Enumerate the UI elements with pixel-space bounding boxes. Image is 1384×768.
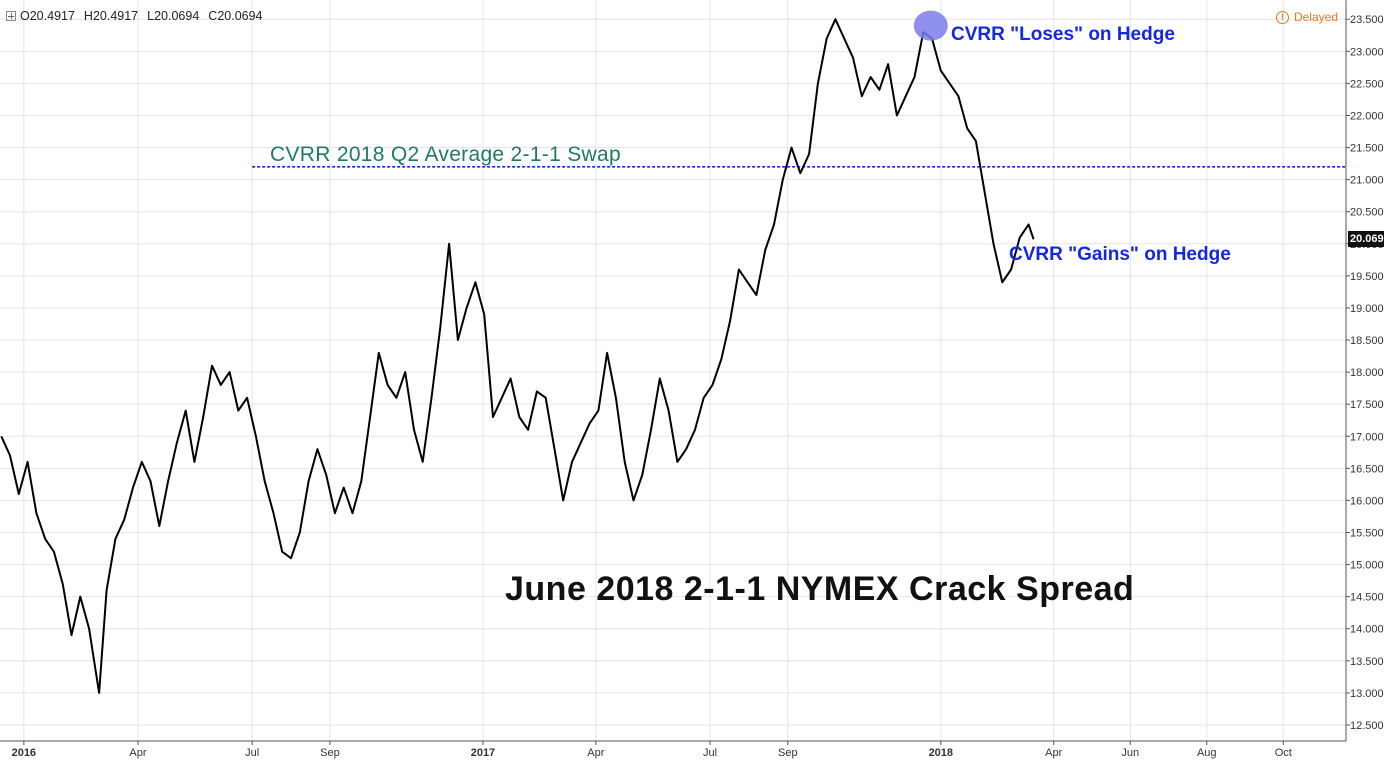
series-group: [0, 18, 1035, 694]
price-series-line: [0, 18, 1035, 694]
swap-annotation: CVRR 2018 Q2 Average 2-1-1 Swap: [270, 143, 621, 166]
x-tick-label: Jul: [703, 747, 717, 759]
gains-annotation: CVRR "Gains" on Hedge: [1009, 244, 1231, 265]
hedge-peak-marker: [913, 10, 948, 41]
y-tick-label: 21.000: [1350, 175, 1384, 187]
x-tick-label: Oct: [1275, 747, 1292, 759]
x-tick-label: Apr: [1045, 747, 1062, 759]
ohlc-legend: O 20.4917 H 20.4917 L 20.0694 C 20.0694: [6, 9, 272, 23]
delayed-label: Delayed: [1293, 10, 1338, 24]
x-tick-label: Jul: [245, 747, 259, 759]
time-axis[interactable]: 2016 Apr Jul Sep 2017 Apr Jul Sep 2018 Apr Jun Aug O…: [12, 741, 1292, 759]
delayed-badge[interactable]: ! Delayed: [1275, 10, 1338, 24]
y-tick-label: 20.500: [1350, 207, 1384, 219]
open-key: O: [20, 9, 30, 23]
low-value: 20.0694: [154, 9, 200, 23]
y-tick-label: 14.500: [1350, 592, 1384, 604]
y-tick-label: 15.000: [1350, 560, 1384, 572]
y-tick-label: 16.500: [1350, 463, 1384, 475]
x-tick-label: Sep: [778, 747, 798, 759]
high-key: H: [83, 9, 93, 23]
y-tick-label: 22.000: [1350, 110, 1384, 122]
x-tick-label: 2018: [929, 747, 953, 759]
x-tick-label: Sep: [320, 747, 340, 759]
y-tick-label: 13.000: [1350, 688, 1384, 700]
price-axis[interactable]: 12.500 13.000 13.500 14.000 14.500 15.000 15.5…: [1346, 14, 1384, 732]
close-key: C: [208, 9, 218, 23]
x-tick-label: Apr: [129, 747, 146, 759]
y-tick-label: 23.000: [1350, 46, 1384, 58]
low-key: L: [147, 9, 155, 23]
y-tick-label: 22.500: [1350, 78, 1384, 90]
hedge-marker-group: [913, 10, 948, 41]
y-tick-label: 23.500: [1350, 14, 1384, 26]
chart-title: June 2018 2-1-1 NYMEX Crack Spread: [505, 570, 1135, 608]
last-price-tag: 20.069: [1348, 231, 1384, 248]
open-value: 20.4917: [29, 9, 75, 23]
info-icon: !: [1275, 10, 1289, 24]
y-tick-label: 16.000: [1350, 495, 1384, 507]
x-tick-label: Apr: [587, 747, 604, 759]
y-tick-label: 14.000: [1350, 624, 1384, 636]
y-tick-label: 17.000: [1350, 431, 1384, 443]
loses-annotation: CVRR "Loses" on Hedge: [951, 24, 1175, 45]
y-tick-label: 18.000: [1350, 367, 1384, 379]
expand-icon[interactable]: [6, 11, 16, 21]
y-tick-label: 12.500: [1350, 720, 1384, 732]
x-tick-label: 2017: [471, 747, 495, 759]
y-tick-label: 17.500: [1350, 399, 1384, 411]
x-tick-label: 2016: [12, 747, 36, 759]
y-tick-label: 19.500: [1350, 271, 1384, 283]
y-tick-label: 15.500: [1350, 527, 1384, 539]
y-tick-label: 21.500: [1350, 143, 1384, 155]
x-tick-label: Aug: [1197, 747, 1217, 759]
y-tick-label: 19.000: [1350, 303, 1384, 315]
chart-grid: [0, 0, 1346, 741]
close-value: 20.0694: [217, 9, 263, 23]
y-tick-label: 18.500: [1350, 335, 1384, 347]
high-value: 20.4917: [92, 9, 139, 23]
x-tick-label: Jun: [1121, 747, 1139, 759]
y-tick-label: 13.500: [1350, 656, 1384, 668]
